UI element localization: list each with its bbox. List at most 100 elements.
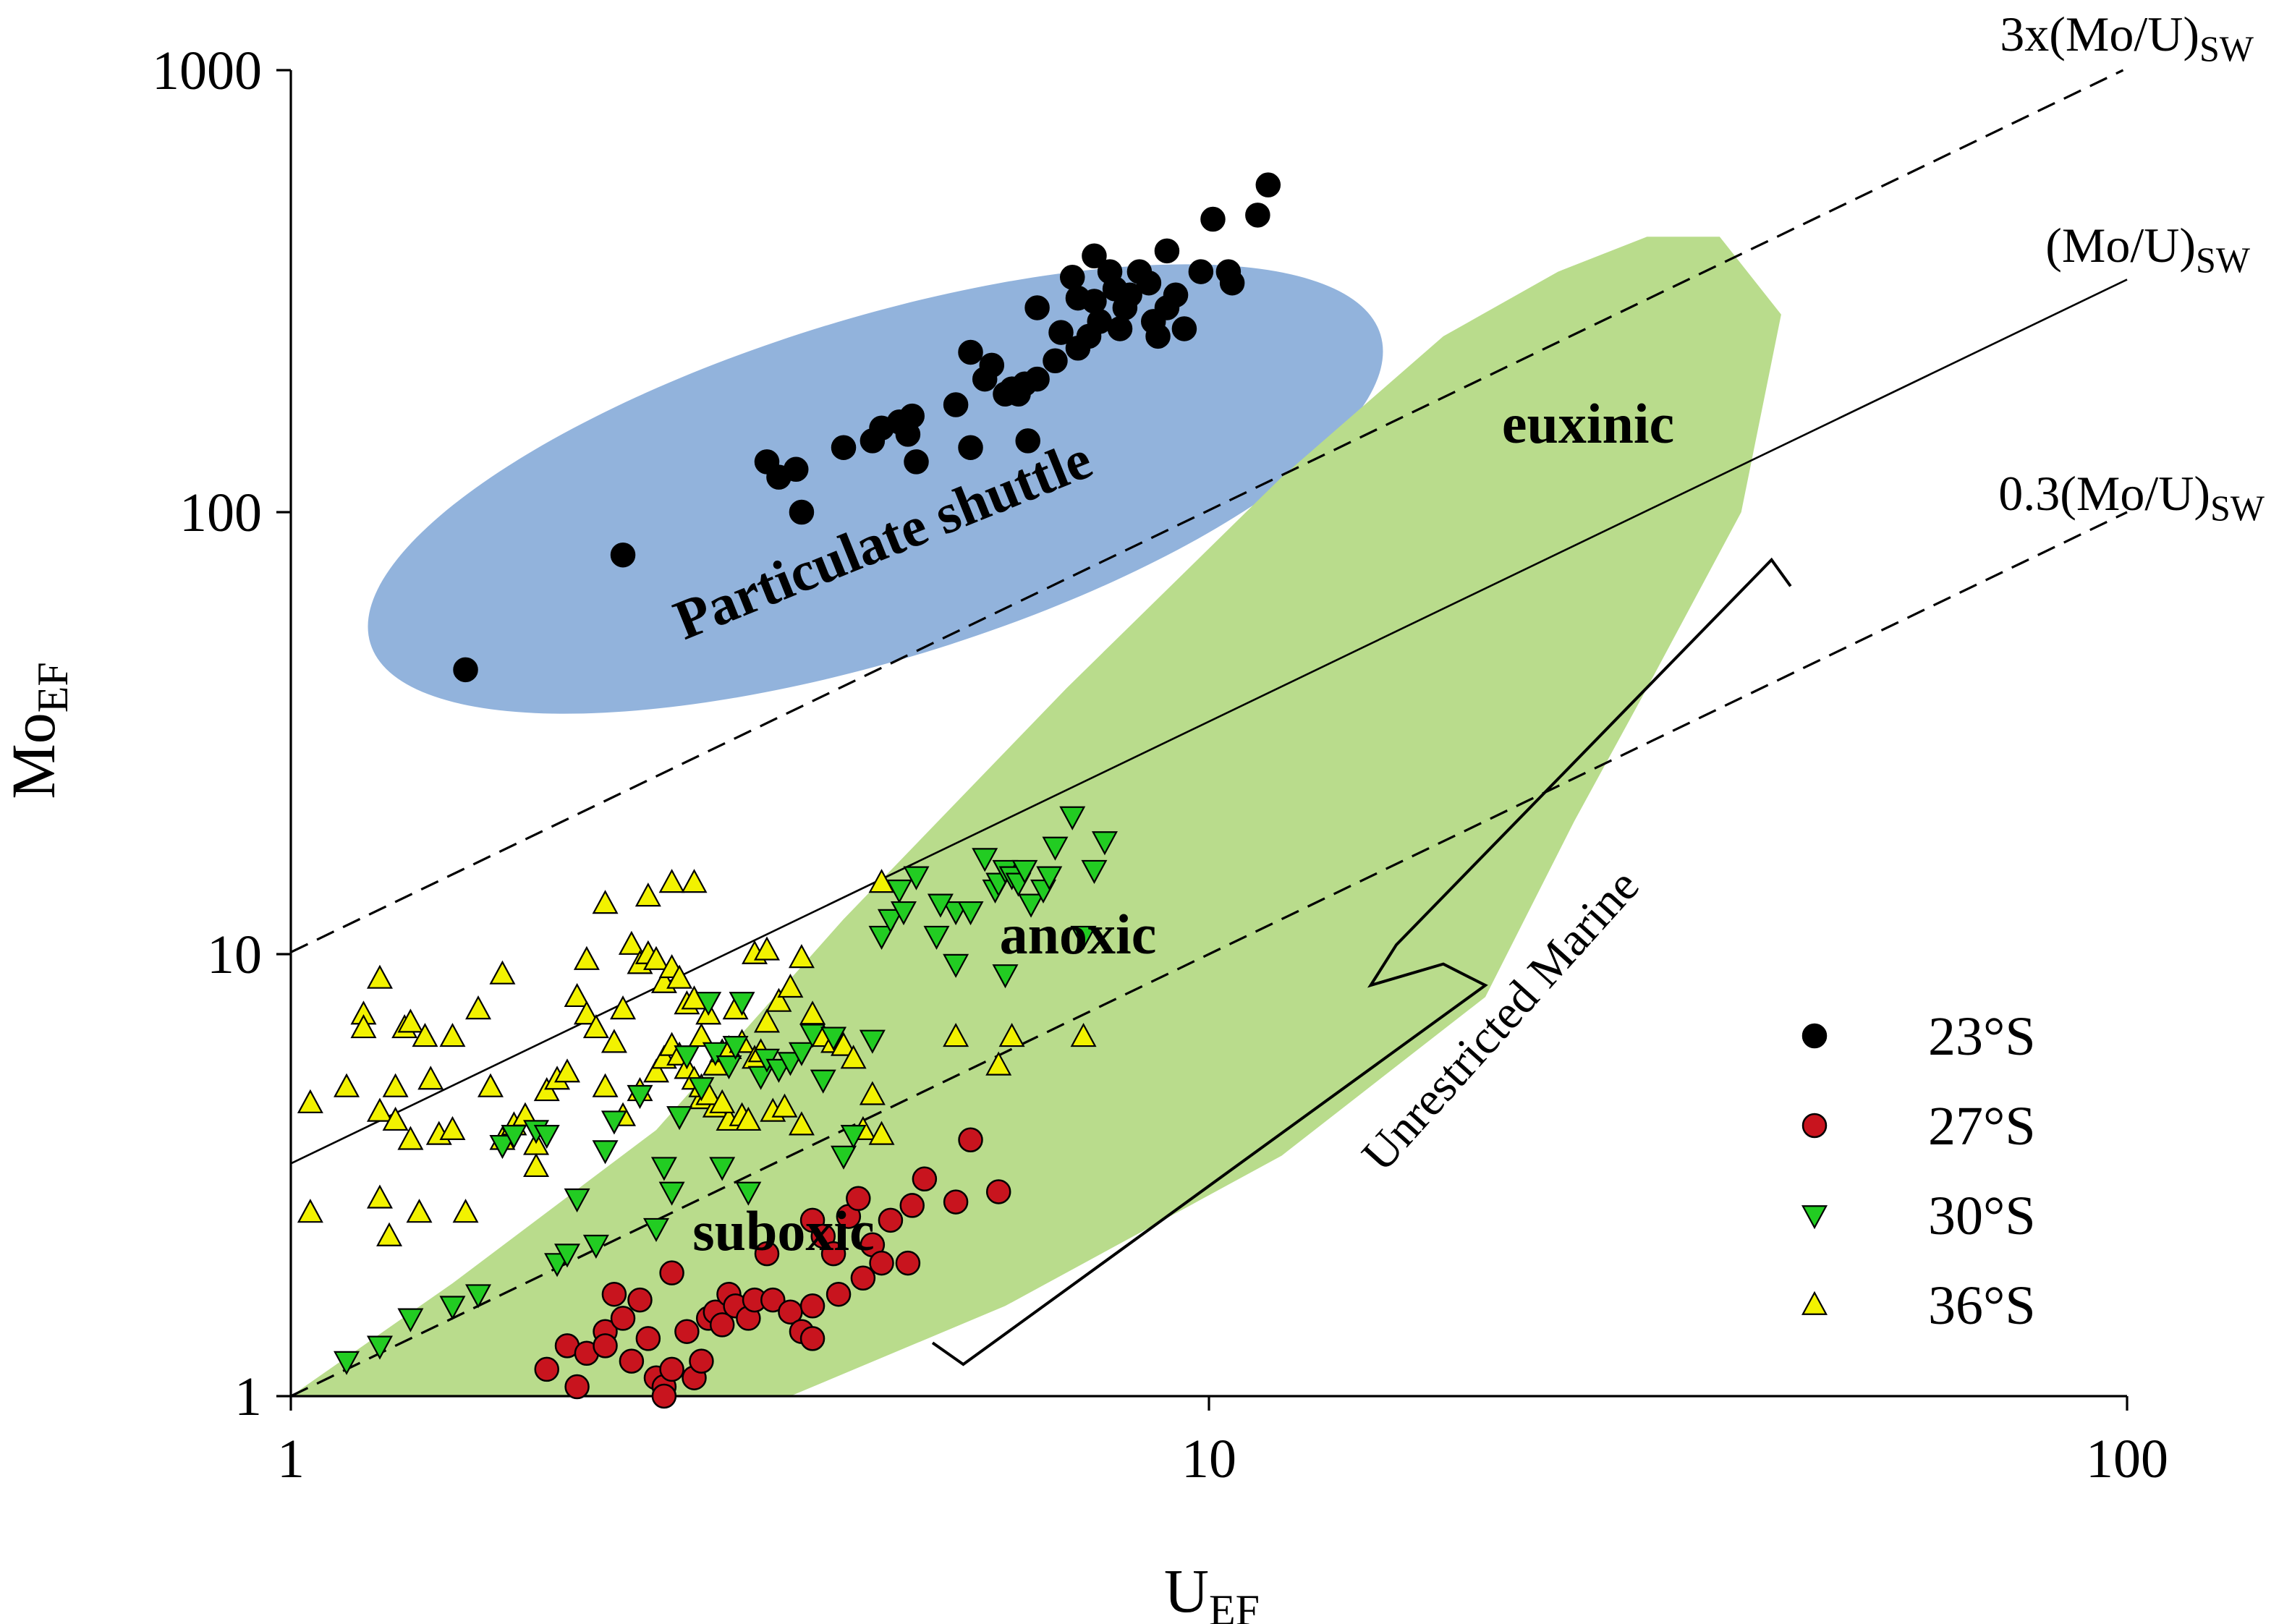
- data-point: [729, 992, 755, 1016]
- data-point: [439, 1296, 466, 1320]
- data-point: [674, 1319, 700, 1344]
- data-point: [439, 1023, 466, 1047]
- data-point: [869, 1250, 894, 1276]
- data-point: [753, 1008, 780, 1033]
- data-point: [533, 1125, 560, 1149]
- data-point: [650, 1157, 677, 1181]
- suboxic-label: suboxic: [692, 1199, 874, 1262]
- data-point: [799, 1326, 826, 1351]
- data-point: [777, 1052, 804, 1076]
- data-point: [297, 1199, 323, 1223]
- data-point: [1024, 366, 1050, 392]
- data-point: [554, 1058, 581, 1083]
- data-point: [735, 1106, 762, 1131]
- data-point: [1048, 320, 1074, 345]
- data-point: [753, 936, 780, 961]
- data-point: [635, 1326, 661, 1351]
- data-point: [702, 1042, 729, 1066]
- data-point: [465, 1284, 492, 1309]
- data-point: [1117, 282, 1142, 308]
- data-point: [582, 1014, 609, 1039]
- data-point: [681, 869, 708, 893]
- data-point: [998, 1023, 1025, 1047]
- data-point: [831, 1032, 857, 1056]
- legend-item: 36°S: [1801, 1275, 2036, 1336]
- data-point: [642, 1217, 669, 1242]
- data-point: [810, 1069, 836, 1094]
- data-point: [943, 1023, 969, 1047]
- unrestricted-marine-bracket: [931, 557, 1792, 1366]
- data-point: [573, 1000, 600, 1025]
- data-point: [635, 883, 661, 907]
- data-point: [1255, 172, 1281, 197]
- data-point: [658, 869, 685, 893]
- data-point: [771, 1093, 798, 1118]
- legend-item: 23°S: [1801, 1006, 2036, 1067]
- data-point: [564, 1188, 590, 1213]
- data-point: [477, 1073, 504, 1097]
- x-tick-label: 100: [2086, 1429, 2168, 1489]
- data-point: [627, 1287, 653, 1313]
- data-point: [1107, 316, 1133, 341]
- x-tick-label: 1: [277, 1429, 305, 1489]
- data-point: [610, 542, 636, 568]
- data-point: [523, 1152, 550, 1178]
- data-point: [878, 1207, 904, 1233]
- data-point: [592, 1140, 619, 1165]
- axes: 1 10 100 1 10 100 1000: [152, 41, 2168, 1489]
- data-point: [868, 925, 895, 951]
- data-point: [610, 1306, 636, 1331]
- data-point: [1136, 270, 1162, 296]
- data-point: [943, 953, 969, 978]
- data-point: [573, 945, 600, 970]
- data-point: [788, 1042, 815, 1066]
- data-point: [760, 1287, 786, 1313]
- ref-label-0-3-mo-u: 0.3(Mo/U)SW: [1998, 466, 2265, 528]
- series-27s: [534, 1127, 1011, 1409]
- data-points: [297, 172, 1281, 1409]
- data-point: [600, 1110, 627, 1135]
- data-point: [735, 1181, 762, 1206]
- data-point: [899, 1193, 925, 1218]
- data-point: [979, 352, 1005, 378]
- legend-item: 27°S: [1801, 1096, 2036, 1157]
- data-point: [666, 1106, 693, 1131]
- data-point: [366, 1097, 393, 1122]
- data-point: [895, 1250, 921, 1276]
- data-point: [826, 1281, 852, 1307]
- data-point: [453, 657, 478, 683]
- data-point: [412, 1023, 438, 1047]
- data-point: [659, 1356, 684, 1382]
- legend-marker: [1801, 1205, 1828, 1230]
- data-point: [564, 982, 590, 1008]
- data-point: [788, 944, 815, 969]
- data-point: [765, 987, 792, 1012]
- data-point: [972, 848, 998, 872]
- data-point: [903, 866, 930, 890]
- data-point: [716, 1055, 742, 1080]
- data-point: [1070, 1023, 1097, 1047]
- data-point: [1245, 203, 1270, 228]
- data-point: [659, 1260, 684, 1285]
- data-point: [985, 1179, 1011, 1204]
- series-30s: [334, 806, 1118, 1375]
- data-point: [651, 1383, 677, 1409]
- euxinic-anoxic-field: [291, 237, 1781, 1397]
- data-point: [820, 1026, 847, 1051]
- data-point: [695, 992, 722, 1016]
- data-point: [465, 995, 492, 1020]
- anoxic-label: anoxic: [1000, 903, 1157, 966]
- ref-line-3x-mo-u: [290, 69, 2124, 953]
- data-point: [890, 901, 917, 926]
- data-point: [618, 930, 645, 955]
- data-point: [642, 1058, 669, 1083]
- data-point: [1145, 323, 1171, 349]
- legend-label: 27°S: [1928, 1096, 2036, 1157]
- legend-marker: [1801, 1113, 1828, 1139]
- data-point: [366, 1335, 393, 1360]
- legend-marker: [1801, 1291, 1828, 1315]
- data-point: [899, 403, 925, 429]
- data-point: [831, 435, 857, 460]
- data-point: [722, 1035, 749, 1060]
- data-point: [406, 1199, 433, 1223]
